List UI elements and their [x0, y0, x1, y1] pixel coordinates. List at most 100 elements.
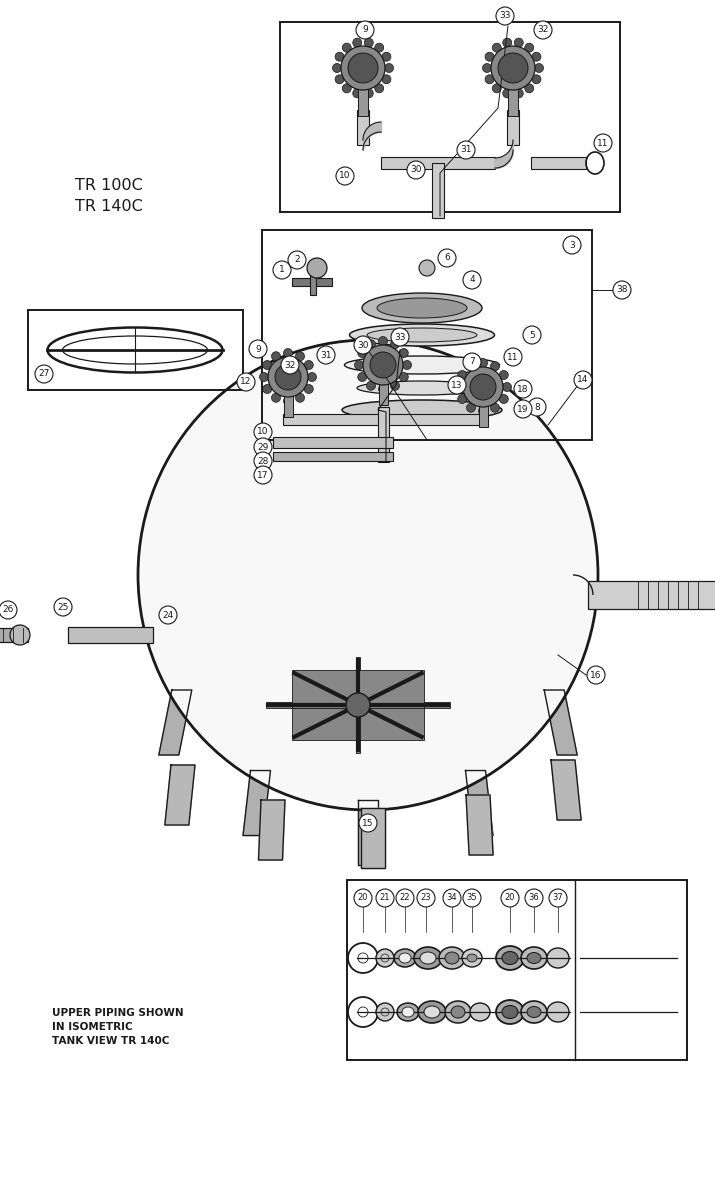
Circle shape [336, 167, 354, 184]
Circle shape [358, 373, 367, 381]
Circle shape [378, 385, 388, 393]
Text: 20: 20 [358, 894, 368, 902]
Circle shape [574, 371, 592, 389]
Circle shape [159, 606, 177, 624]
Text: UPPER PIPING SHOWN
IN ISOMETRIC
TANK VIEW TR 140C: UPPER PIPING SHOWN IN ISOMETRIC TANK VIE… [52, 1008, 184, 1046]
Text: 32: 32 [285, 361, 296, 369]
Circle shape [254, 452, 272, 470]
Circle shape [503, 89, 512, 98]
Circle shape [375, 43, 384, 53]
Ellipse shape [527, 1006, 541, 1017]
Text: 5: 5 [529, 331, 535, 339]
Bar [358, 87, 368, 116]
Bar [280, 22, 620, 212]
Circle shape [399, 373, 408, 381]
Circle shape [358, 349, 367, 357]
Ellipse shape [414, 946, 442, 969]
Bar [284, 395, 293, 417]
Polygon shape [466, 795, 493, 855]
Circle shape [284, 397, 292, 405]
Text: 10: 10 [257, 428, 269, 436]
Text: 11: 11 [507, 352, 519, 362]
Circle shape [295, 352, 305, 361]
Text: 14: 14 [577, 375, 588, 385]
Circle shape [594, 134, 612, 152]
Circle shape [273, 261, 291, 279]
Circle shape [478, 406, 488, 416]
Circle shape [237, 373, 255, 391]
Text: 9: 9 [255, 345, 261, 353]
Circle shape [491, 46, 535, 90]
Bar [508, 87, 518, 116]
Circle shape [525, 84, 533, 92]
Ellipse shape [138, 340, 598, 810]
Text: 22: 22 [400, 894, 410, 902]
Ellipse shape [521, 946, 547, 969]
Polygon shape [165, 766, 195, 825]
Polygon shape [361, 807, 385, 869]
Text: 33: 33 [394, 333, 405, 341]
Ellipse shape [462, 949, 482, 967]
Circle shape [407, 161, 425, 179]
Circle shape [403, 361, 412, 369]
Text: 37: 37 [553, 894, 563, 902]
Circle shape [348, 53, 378, 83]
Text: 27: 27 [39, 369, 49, 379]
Circle shape [396, 889, 414, 907]
Bar [283, 415, 488, 425]
Circle shape [268, 357, 308, 397]
Text: 19: 19 [517, 405, 529, 413]
Bar [432, 163, 444, 218]
Circle shape [399, 349, 408, 357]
Polygon shape [544, 690, 577, 755]
Circle shape [525, 889, 543, 907]
Circle shape [504, 347, 522, 367]
Circle shape [458, 370, 467, 380]
Ellipse shape [451, 1006, 465, 1018]
Circle shape [356, 22, 374, 40]
Circle shape [0, 601, 17, 619]
Ellipse shape [439, 946, 465, 969]
Circle shape [463, 271, 481, 289]
Circle shape [613, 282, 631, 300]
Ellipse shape [399, 952, 411, 963]
Circle shape [417, 889, 435, 907]
Ellipse shape [345, 356, 500, 374]
Text: 26: 26 [2, 605, 14, 615]
Text: TR 100C
TR 140C: TR 100C TR 140C [75, 179, 143, 214]
Circle shape [498, 53, 528, 83]
Circle shape [485, 53, 494, 61]
Bar [356, 702, 360, 754]
Bar [507, 110, 519, 145]
Circle shape [470, 374, 496, 400]
Circle shape [317, 346, 335, 364]
Ellipse shape [496, 1000, 524, 1024]
Ellipse shape [357, 381, 487, 395]
Circle shape [532, 53, 541, 61]
Ellipse shape [470, 1003, 490, 1021]
Text: 8: 8 [534, 403, 540, 411]
Text: 15: 15 [363, 818, 374, 828]
Circle shape [455, 382, 463, 392]
Circle shape [514, 380, 532, 398]
Circle shape [359, 813, 377, 831]
Bar [479, 405, 488, 426]
Ellipse shape [424, 1006, 440, 1018]
Circle shape [367, 381, 375, 391]
Polygon shape [551, 760, 581, 819]
Circle shape [342, 84, 351, 92]
Circle shape [352, 89, 362, 98]
Circle shape [499, 394, 508, 404]
Text: 10: 10 [339, 171, 351, 181]
Circle shape [254, 423, 272, 441]
Circle shape [448, 376, 466, 394]
Text: 32: 32 [537, 25, 548, 35]
Text: 30: 30 [410, 165, 422, 175]
Circle shape [523, 326, 541, 344]
Circle shape [499, 370, 508, 380]
Ellipse shape [362, 294, 482, 323]
Circle shape [281, 356, 299, 374]
Ellipse shape [377, 298, 467, 317]
Circle shape [354, 889, 372, 907]
Ellipse shape [342, 400, 502, 420]
